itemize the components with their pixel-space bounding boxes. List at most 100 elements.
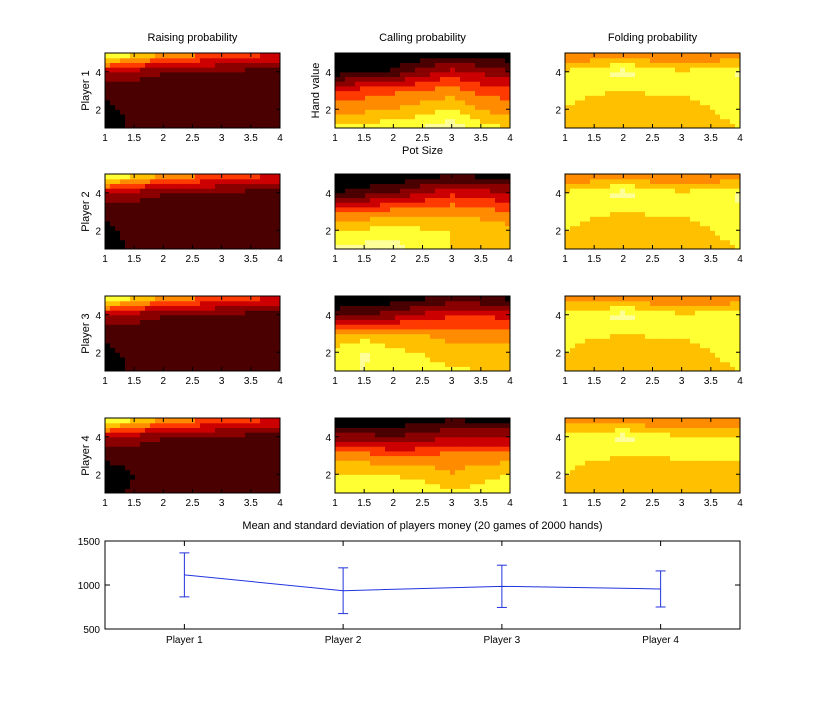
heatmap-cell bbox=[360, 342, 366, 349]
heatmap-cell bbox=[595, 57, 601, 63]
heatmap-cell bbox=[695, 67, 701, 73]
heatmap-cell bbox=[110, 347, 116, 353]
heatmap-cell bbox=[155, 62, 161, 68]
heatmap-cell bbox=[215, 361, 221, 367]
heatmap-cell bbox=[450, 197, 456, 203]
heatmap-cell bbox=[270, 234, 276, 241]
heatmap-cell bbox=[275, 305, 280, 311]
heatmap-cell bbox=[415, 234, 421, 241]
row-label: Player 1 bbox=[80, 70, 92, 110]
heatmap-cell bbox=[110, 67, 116, 73]
heatmap-cell bbox=[450, 183, 456, 189]
heatmap-cell bbox=[720, 67, 726, 73]
heatmap-cell bbox=[440, 57, 446, 63]
heatmap-cell bbox=[235, 95, 241, 101]
heatmap-cell bbox=[170, 324, 176, 330]
heatmap-cell bbox=[500, 234, 506, 241]
heatmap-cell bbox=[705, 99, 711, 106]
heatmap-cell bbox=[710, 356, 716, 363]
heatmap-cell bbox=[680, 174, 686, 180]
heatmap-cell bbox=[665, 239, 671, 245]
heatmap-cell bbox=[195, 197, 201, 203]
heatmap-cell bbox=[490, 234, 496, 241]
heatmap-cell bbox=[500, 225, 506, 231]
heatmap-cell bbox=[335, 333, 341, 339]
heatmap-cell bbox=[235, 104, 241, 110]
heatmap-cell bbox=[480, 118, 486, 124]
heatmap-cell bbox=[105, 104, 111, 110]
heatmap-cell bbox=[105, 81, 111, 87]
heatmap-cell bbox=[240, 328, 246, 335]
heatmap-cell bbox=[370, 85, 376, 92]
heatmap-cell bbox=[260, 188, 266, 194]
heatmap-cell bbox=[430, 85, 436, 92]
heatmap-cell bbox=[575, 347, 581, 353]
heatmap-cell bbox=[190, 338, 196, 344]
heatmap-cell bbox=[635, 174, 641, 180]
heatmap-cell bbox=[615, 85, 621, 92]
heatmap-cell bbox=[505, 300, 510, 306]
heatmap-cell bbox=[160, 244, 166, 249]
heatmap-cell bbox=[430, 342, 436, 349]
heatmap-cell bbox=[495, 192, 501, 199]
heatmap-cell bbox=[490, 333, 496, 339]
heatmap-cell bbox=[160, 85, 166, 92]
heatmap-cell bbox=[235, 53, 241, 59]
heatmap-cell bbox=[335, 338, 341, 344]
heatmap-cell bbox=[335, 104, 341, 110]
heatmap-cell bbox=[455, 109, 461, 115]
heatmap-cell bbox=[195, 244, 201, 249]
heatmap-cell bbox=[185, 314, 191, 321]
heatmap-cell bbox=[370, 62, 376, 68]
heatmap-cell bbox=[420, 57, 426, 63]
heatmap-cell bbox=[340, 202, 346, 208]
heatmap-cell bbox=[680, 53, 686, 59]
heatmap-cell bbox=[250, 99, 256, 106]
heatmap-cell bbox=[385, 202, 391, 208]
heatmap-cell bbox=[110, 366, 116, 371]
heatmap-cell bbox=[105, 230, 111, 236]
heatmap-cell bbox=[415, 95, 421, 101]
heatmap-cell bbox=[435, 188, 441, 194]
heatmap-cell bbox=[385, 296, 391, 302]
heatmap-cell bbox=[625, 81, 631, 87]
heatmap-cell bbox=[405, 104, 411, 110]
heatmap-cell bbox=[605, 352, 611, 358]
heatmap-cell bbox=[720, 90, 726, 96]
heatmap-cell bbox=[715, 99, 721, 106]
heatmap-cell bbox=[470, 328, 476, 335]
heatmap-cell bbox=[505, 314, 510, 321]
heatmap-cell bbox=[440, 123, 446, 128]
heatmap-cell bbox=[470, 62, 476, 68]
heatmap-cell bbox=[710, 99, 716, 106]
heatmap-cell bbox=[695, 85, 701, 92]
heatmap-cell bbox=[260, 225, 266, 231]
heatmap-cell bbox=[335, 109, 341, 115]
heatmap-cell bbox=[455, 328, 461, 335]
heatmap-cell bbox=[655, 183, 661, 189]
heatmap-cell bbox=[685, 71, 691, 78]
heatmap-cell bbox=[590, 202, 596, 208]
heatmap-cell bbox=[345, 99, 351, 106]
heatmap-cell bbox=[165, 192, 171, 199]
heatmap-cell bbox=[235, 197, 241, 203]
heatmap-cell bbox=[650, 234, 656, 241]
heatmap-cell bbox=[210, 206, 216, 213]
heatmap-cell bbox=[215, 76, 221, 82]
heatmap-cell bbox=[260, 85, 266, 92]
heatmap-cell bbox=[390, 314, 396, 321]
heatmap-cell bbox=[215, 300, 221, 306]
heatmap-cell bbox=[165, 305, 171, 311]
heatmap-cell bbox=[275, 192, 280, 199]
heatmap-cell bbox=[475, 310, 481, 316]
heatmap-cell bbox=[185, 197, 191, 203]
heatmap-cell bbox=[410, 356, 416, 363]
heatmap-cell bbox=[720, 239, 726, 245]
heatmap-cell bbox=[410, 99, 416, 106]
heatmap-cell bbox=[225, 67, 231, 73]
heatmap-cell bbox=[215, 225, 221, 231]
heatmap-cell bbox=[135, 118, 141, 124]
heatmap-cell bbox=[185, 310, 191, 316]
heatmap-cell bbox=[200, 239, 206, 245]
heatmap-cell bbox=[505, 296, 510, 302]
